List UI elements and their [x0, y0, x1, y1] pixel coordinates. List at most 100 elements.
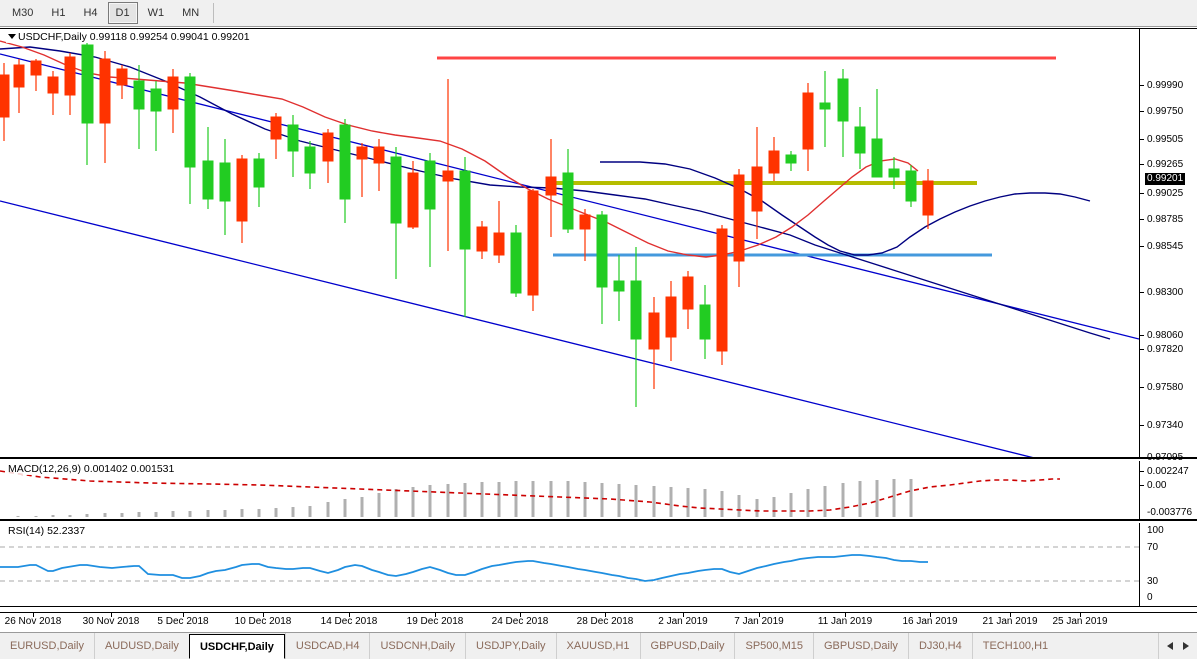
candle: [510, 225, 522, 297]
rsi-line: [0, 554, 928, 582]
candle: [339, 119, 351, 223]
candle: [716, 225, 728, 365]
timeframe-d1[interactable]: D1: [107, 2, 138, 24]
date-label: 14 Dec 2018: [320, 616, 378, 627]
date-label: 7 Jan 2019: [734, 616, 784, 627]
candle: [270, 113, 282, 159]
candle: [871, 89, 883, 178]
macd-histogram: [16, 479, 913, 517]
date-label: 5 Dec 2018: [157, 616, 209, 627]
price-panel-label: USDCHF,Daily 0.99118 0.99254 0.99041 0.9…: [6, 31, 252, 43]
candle: [13, 59, 25, 113]
tab-usdcnh-daily[interactable]: USDCNH,Daily: [369, 633, 465, 659]
date-label: 26 Nov 2018: [4, 616, 62, 627]
tab-usdjpy-daily[interactable]: USDJPY,Daily: [465, 633, 556, 659]
candle: [253, 153, 265, 207]
macd-plot-svg: [0, 470, 1060, 517]
rsi-panel-label: RSI(14) 52.2337: [6, 525, 88, 537]
tab-usdcad-h4[interactable]: USDCAD,H4: [284, 633, 370, 659]
date-label: 11 Jan 2019: [817, 616, 873, 627]
scroll-right-icon[interactable]: [1183, 642, 1189, 650]
candle: [81, 43, 94, 165]
macd-plot-inner: [0, 461, 1197, 519]
rsi-scale[interactable]: 100 70 30 0: [1139, 523, 1197, 606]
tab-audusd-daily[interactable]: AUDUSD,Daily: [93, 633, 189, 659]
candle: [133, 65, 145, 149]
chart-area[interactable]: USDCHF,Daily 0.99118 0.99254 0.99041 0.9…: [0, 28, 1197, 612]
candle: [493, 201, 505, 263]
candle: [596, 211, 608, 324]
price-scale[interactable]: 0.99990 0.99750 0.99505 0.99265 0.99201 …: [1139, 29, 1197, 463]
candle: [459, 157, 471, 317]
candle: [236, 155, 248, 243]
ma-slow-secondary-line: [600, 161, 1091, 256]
date-label: 21 Jan 2019: [982, 616, 1038, 627]
candle: [476, 221, 488, 259]
tab-usdchf-daily[interactable]: USDCHF,Daily: [188, 634, 285, 659]
macd-panel-label: MACD(12,26,9) 0.001402 0.001531: [6, 463, 177, 475]
date-label: 24 Dec 2018: [491, 616, 549, 627]
candle: [390, 147, 402, 279]
candle: [219, 139, 231, 235]
candle: [167, 69, 179, 133]
candle: [682, 271, 694, 329]
candle: [802, 83, 814, 171]
tab-gbpusd-daily-2[interactable]: GBPUSD,Daily: [812, 633, 908, 659]
candle: [630, 247, 642, 407]
tab-sp500-m15[interactable]: SP500,M15: [734, 633, 812, 659]
candle: [905, 165, 917, 207]
tab-tech100-h1[interactable]: TECH100,H1: [971, 633, 1058, 659]
date-label: 16 Jan 2019: [902, 616, 958, 627]
candle: [64, 53, 76, 115]
macd-panel[interactable]: MACD(12,26,9) 0.001402 0.001531: [0, 461, 1197, 521]
candle: [0, 63, 10, 141]
candle: [150, 81, 162, 151]
timeframe-h1[interactable]: H1: [51, 7, 66, 19]
date-label: 19 Dec 2018: [406, 616, 464, 627]
candle: [442, 79, 454, 251]
timeframe-toolbar: M30 H1 H4 D1 W1 MN: [0, 0, 1197, 27]
scroll-left-icon[interactable]: [1167, 642, 1173, 650]
candle: [768, 137, 780, 181]
tab-xauusd-h1[interactable]: XAUUSD,H1: [555, 633, 640, 659]
ma-slow-line: [0, 46, 1111, 340]
timeframe-h4[interactable]: H4: [83, 7, 98, 19]
ma-fast-line: [0, 40, 919, 258]
candle-current: [922, 169, 934, 229]
timeframe-m30[interactable]: M30: [12, 7, 34, 19]
rsi-plot-svg: [0, 546, 1139, 582]
macd-signal-line: [0, 470, 1060, 512]
date-label: 10 Dec 2018: [234, 616, 292, 627]
candle: [545, 139, 557, 237]
date-axis[interactable]: 26 Nov 2018 30 Nov 2018 5 Dec 2018 10 De…: [0, 612, 1197, 632]
timeframe-w1[interactable]: W1: [147, 7, 165, 19]
price-plot-svg: [0, 40, 1139, 457]
price-plot-inner: [0, 29, 1197, 457]
price-chart-panel[interactable]: USDCHF,Daily 0.99118 0.99254 0.99041 0.9…: [0, 29, 1197, 463]
candle: [837, 69, 849, 157]
candle: [751, 127, 763, 239]
candle: [648, 297, 660, 389]
tab-scroll-controls[interactable]: [1158, 633, 1197, 659]
candle: [527, 189, 539, 311]
macd-scale[interactable]: 0.002247 0.00 -0.003776: [1139, 461, 1197, 519]
candle: [304, 141, 316, 189]
tab-gbpusd-daily[interactable]: GBPUSD,Daily: [639, 633, 735, 659]
date-label: 25 Jan 2019: [1052, 616, 1108, 627]
candle: [699, 285, 711, 359]
date-label: 2 Jan 2019: [658, 616, 708, 627]
candlestick-series: [0, 43, 934, 407]
candle: [785, 151, 797, 171]
tab-dj30-h4[interactable]: DJ30,H4: [907, 633, 972, 659]
candle: [116, 65, 128, 99]
candle: [47, 71, 59, 115]
rsi-panel[interactable]: RSI(14) 52.2337 100 70 30 0: [0, 523, 1197, 607]
timeframe-mn[interactable]: MN: [182, 7, 200, 19]
candle: [99, 51, 111, 163]
rsi-plot-inner: [0, 523, 1197, 606]
tab-eurusd-daily[interactable]: EURUSD,Daily: [10, 640, 84, 652]
chart-tab-bar[interactable]: EURUSD,Daily AUDUSD,Daily USDCHF,Daily U…: [0, 632, 1197, 659]
candle: [613, 255, 625, 321]
collapse-triangle-icon[interactable]: [8, 34, 16, 39]
